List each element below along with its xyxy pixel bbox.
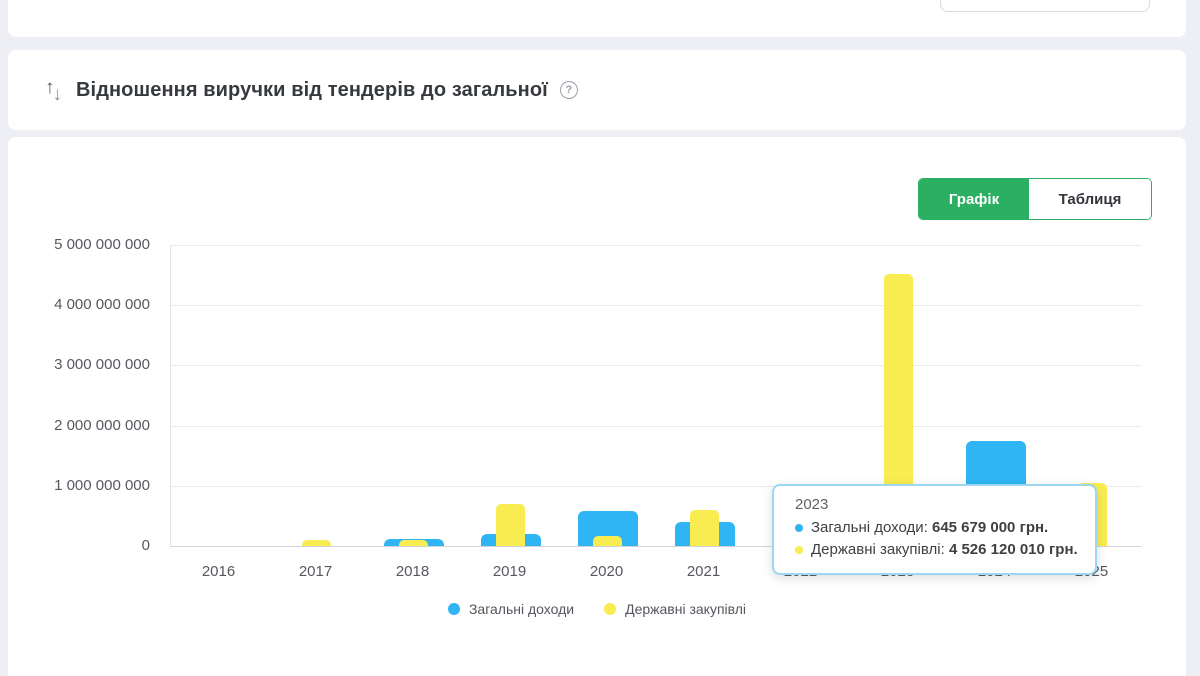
bar-Державні закупівлі-2019[interactable]	[496, 503, 525, 546]
legend-item-Державні закупівлі[interactable]: Державні закупівлі	[604, 601, 746, 617]
y-tick-label: 2 000 000 000	[54, 417, 150, 434]
tooltip-label: Державні закупівлі: 4 526 120 010 грн.	[811, 541, 1078, 558]
partial-button[interactable]	[940, 0, 1150, 12]
tooltip-row: Загальні доходи: 645 679 000 грн.	[795, 517, 1095, 539]
gridline	[171, 245, 1141, 246]
arrow-down-icon: ↓	[52, 83, 63, 105]
y-tick-label: 5 000 000 000	[54, 236, 150, 253]
chart-card: Графік Таблиця 5 000 000 000 4 000 000 00…	[8, 137, 1186, 676]
y-tick-label: 1 000 000 000	[54, 477, 150, 494]
tooltip-dot-icon	[795, 524, 803, 532]
legend-dot-icon	[447, 603, 460, 615]
y-tick-label: 0	[141, 537, 150, 554]
title-card: ↑ ↓ Відношення виручки від тендерів до за…	[8, 50, 1186, 130]
tooltip-value: 4 526 120 010 грн.	[948, 541, 1078, 558]
tooltip-label: Загальні доходи: 645 679 000 грн.	[811, 519, 1049, 536]
tooltip-row: Державні закупівлі: 4 526 120 010 грн.	[795, 539, 1095, 561]
tooltip-value: 645 679 000 грн.	[931, 519, 1049, 536]
bar-Державні закупівлі-2018[interactable]	[399, 540, 428, 546]
chart-tooltip: 2023 Загальні доходи: 645 679 000 грн. Де…	[772, 484, 1097, 575]
toggle-chart-button[interactable]: Графік	[919, 179, 1029, 219]
legend-label: Загальні доходи	[468, 601, 575, 617]
tooltip-rows: Загальні доходи: 645 679 000 грн. Державн…	[795, 517, 1095, 561]
sort-arrows-icon[interactable]: ↑ ↓	[45, 76, 62, 104]
y-tick-label: 3 000 000 000	[54, 356, 150, 373]
tooltip-dot-icon	[795, 546, 803, 554]
x-tick-label: 2017	[298, 563, 333, 580]
bar-Державні закупівлі-2021[interactable]	[690, 509, 719, 546]
y-tick-label: 4 000 000 000	[54, 296, 150, 313]
view-toggle: Графік Таблиця	[918, 178, 1152, 220]
x-tick-label: 2016	[201, 563, 236, 580]
legend: Загальні доходи Державні закупівлі	[8, 601, 1186, 617]
gridline	[171, 486, 1141, 487]
help-question-icon[interactable]: ?	[559, 81, 578, 99]
x-tick-label: 2018	[395, 563, 430, 580]
legend-item-Загальні доходи[interactable]: Загальні доходи	[447, 601, 575, 617]
x-tick-label: 2020	[589, 563, 624, 580]
x-tick-label: 2021	[686, 563, 721, 580]
top-card	[8, 0, 1186, 37]
gridline	[171, 305, 1141, 306]
page-title: Відношення виручки від тендерів до загал…	[76, 78, 548, 101]
legend-label: Державні закупівлі	[625, 601, 747, 617]
bar-Державні закупівлі-2020[interactable]	[593, 535, 622, 546]
gridline	[171, 426, 1141, 427]
toggle-table-button[interactable]: Таблиця	[1029, 179, 1151, 219]
arrow-up-icon: ↑	[45, 76, 55, 98]
bar-Державні закупівлі-2017[interactable]	[302, 540, 331, 546]
tooltip-year: 2023	[795, 496, 829, 513]
legend-dot-icon	[604, 603, 617, 615]
gridline	[171, 365, 1141, 366]
x-tick-label: 2019	[492, 563, 527, 580]
